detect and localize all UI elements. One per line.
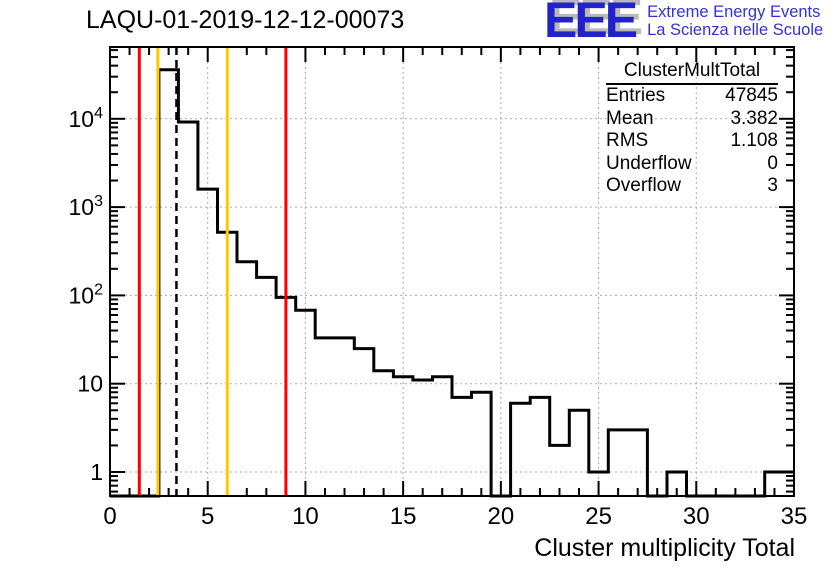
svg-text:35: 35: [781, 503, 808, 530]
stats-value: 3.382: [730, 107, 778, 129]
svg-text:10: 10: [77, 371, 103, 397]
x-axis-title: Cluster multiplicity Total: [534, 534, 795, 562]
plot-title: LAQU-01-2019-12-12-00073: [86, 6, 405, 34]
svg-text:10: 10: [292, 503, 319, 530]
stats-row: Underflow 0: [606, 153, 778, 176]
eee-logo-letters: EEE: [544, 0, 638, 48]
stats-rows: Entries 47845 Mean 3.382 RMS 1.108 Underflow 0 O…: [606, 85, 778, 198]
stats-label: Entries: [606, 85, 666, 106]
svg-text:102: 102: [69, 281, 104, 308]
eee-logo-line1: Extreme Energy Events: [647, 3, 821, 21]
svg-text:20: 20: [488, 503, 515, 530]
stats-value: 0: [767, 152, 778, 174]
svg-text:15: 15: [390, 503, 417, 530]
eee-logo: EEE Extreme Energy Events La Scienza nel…: [544, 0, 823, 48]
eee-logo-line2: La Scienza nelle Scuole: [647, 21, 824, 39]
svg-text:1: 1: [90, 459, 103, 485]
svg-text:103: 103: [69, 193, 104, 220]
plot-frame: [109, 46, 795, 497]
stats-label: Overflow: [606, 175, 681, 197]
eee-logo-text: Extreme Energy Events La Scienza nelle S…: [647, 0, 823, 39]
stats-value: 47845: [725, 85, 778, 106]
svg-text:104: 104: [69, 105, 104, 132]
stats-value: 1.108: [730, 130, 778, 152]
stats-row: Mean 3.382: [606, 108, 778, 131]
stats-row: RMS 1.108: [606, 130, 778, 153]
stats-label: RMS: [606, 130, 649, 152]
svg-text:30: 30: [683, 503, 710, 530]
stats-row: Overflow 3: [606, 175, 778, 198]
stats-box: ClusterMultTotal Entries 47845 Mean 3.382 RM…: [606, 60, 778, 198]
stats-value: 3: [767, 175, 778, 197]
stats-row: Entries 47845: [606, 85, 778, 108]
svg-text:25: 25: [585, 503, 612, 530]
stats-box-title: ClusterMultTotal: [606, 60, 778, 85]
svg-text:5: 5: [201, 503, 214, 530]
svg-text:0: 0: [103, 503, 116, 530]
y-tick-labels: 1 10 102 103 104: [69, 105, 104, 485]
x-tick-labels: 0 5 10 15 20 25 30 35: [103, 503, 807, 530]
stats-label: Mean: [606, 107, 654, 129]
stats-label: Underflow: [606, 152, 692, 174]
